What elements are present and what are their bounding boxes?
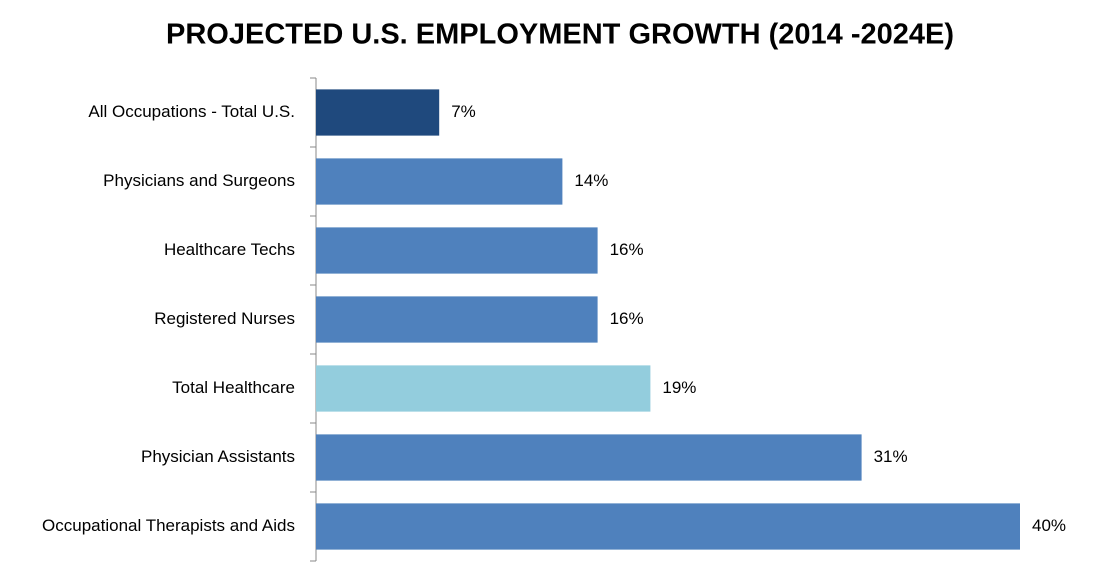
value-label: 16% [610,240,644,259]
category-label: Total Healthcare [172,378,295,397]
category-label: All Occupations - Total U.S. [88,102,295,121]
bar [316,503,1020,550]
bar [316,227,598,274]
value-label: 19% [662,378,696,397]
category-label: Healthcare Techs [164,240,295,259]
bar [316,296,598,343]
category-label: Occupational Therapists and Aids [42,516,295,535]
value-label: 16% [610,309,644,328]
chart-title: PROJECTED U.S. EMPLOYMENT GROWTH (2014 -… [166,19,954,51]
value-label: 7% [451,102,476,121]
bar [316,365,651,412]
bar [316,158,563,205]
bar [316,434,862,481]
category-label: Physicians and Surgeons [103,171,295,190]
value-label: 40% [1032,516,1066,535]
category-label: Registered Nurses [154,309,295,328]
category-label: Physician Assistants [141,447,295,466]
value-label: 31% [874,447,908,466]
bar [316,89,440,136]
value-label: 14% [574,171,608,190]
